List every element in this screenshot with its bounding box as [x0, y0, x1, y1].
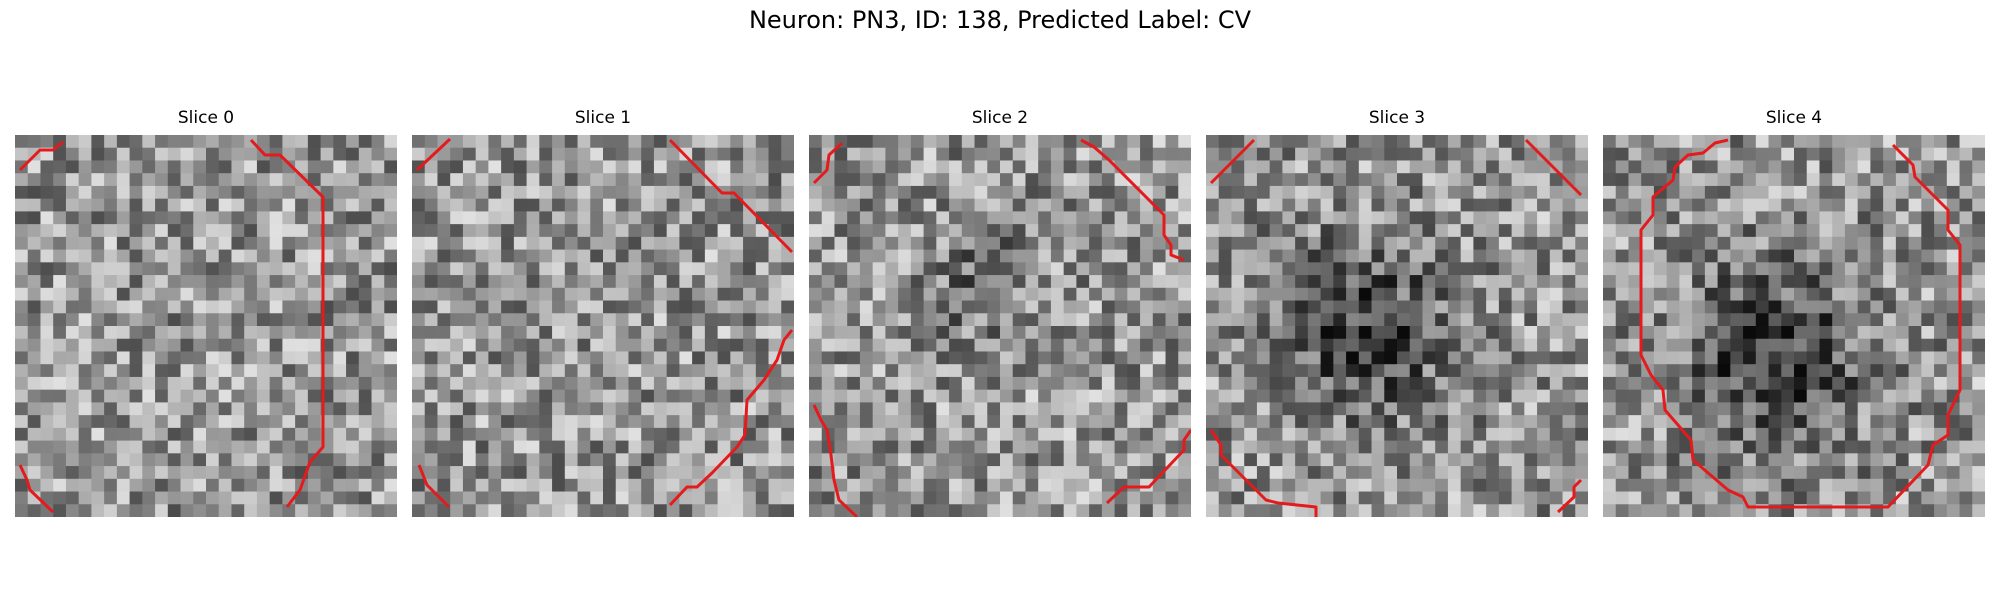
slice-0-title: Slice 0 — [177, 108, 235, 128]
slice-1-title: Slice 1 — [574, 108, 632, 128]
contour-segment — [1524, 138, 1583, 197]
slice-0-image — [15, 135, 397, 517]
contour-segment — [249, 138, 325, 508]
contour-segment — [668, 138, 794, 254]
slice-4-image — [1603, 135, 1985, 517]
contour-segment — [1639, 138, 1962, 509]
contour-segment — [1209, 138, 1256, 185]
contour-segment — [18, 464, 55, 514]
slice-4-canvas — [1603, 135, 1985, 517]
slice-1-image — [412, 135, 794, 517]
contour-segment — [18, 140, 64, 172]
contour-segment — [1209, 429, 1318, 517]
contour-segment — [1556, 478, 1583, 514]
slice-3-image — [1206, 135, 1588, 517]
slice-3-title: Slice 3 — [1368, 108, 1426, 128]
slice-3-canvas — [1206, 135, 1588, 517]
contour-segment — [1105, 429, 1191, 505]
figure-title: Neuron: PN3, ID: 138, Predicted Label: C… — [748, 6, 1252, 34]
contour-segment — [415, 137, 452, 172]
slice-2-title: Slice 2 — [971, 108, 1029, 128]
contour-segment — [812, 141, 844, 185]
contour-segment — [668, 329, 794, 507]
slice-2-image — [809, 135, 1191, 517]
contour-segment — [812, 404, 859, 517]
contour-segment — [417, 464, 451, 509]
slice-1-canvas — [412, 135, 794, 517]
slice-0-canvas — [15, 135, 397, 517]
contour-segment — [1080, 138, 1185, 262]
slice-4-title: Slice 4 — [1765, 108, 1823, 128]
slice-2-canvas — [809, 135, 1191, 517]
